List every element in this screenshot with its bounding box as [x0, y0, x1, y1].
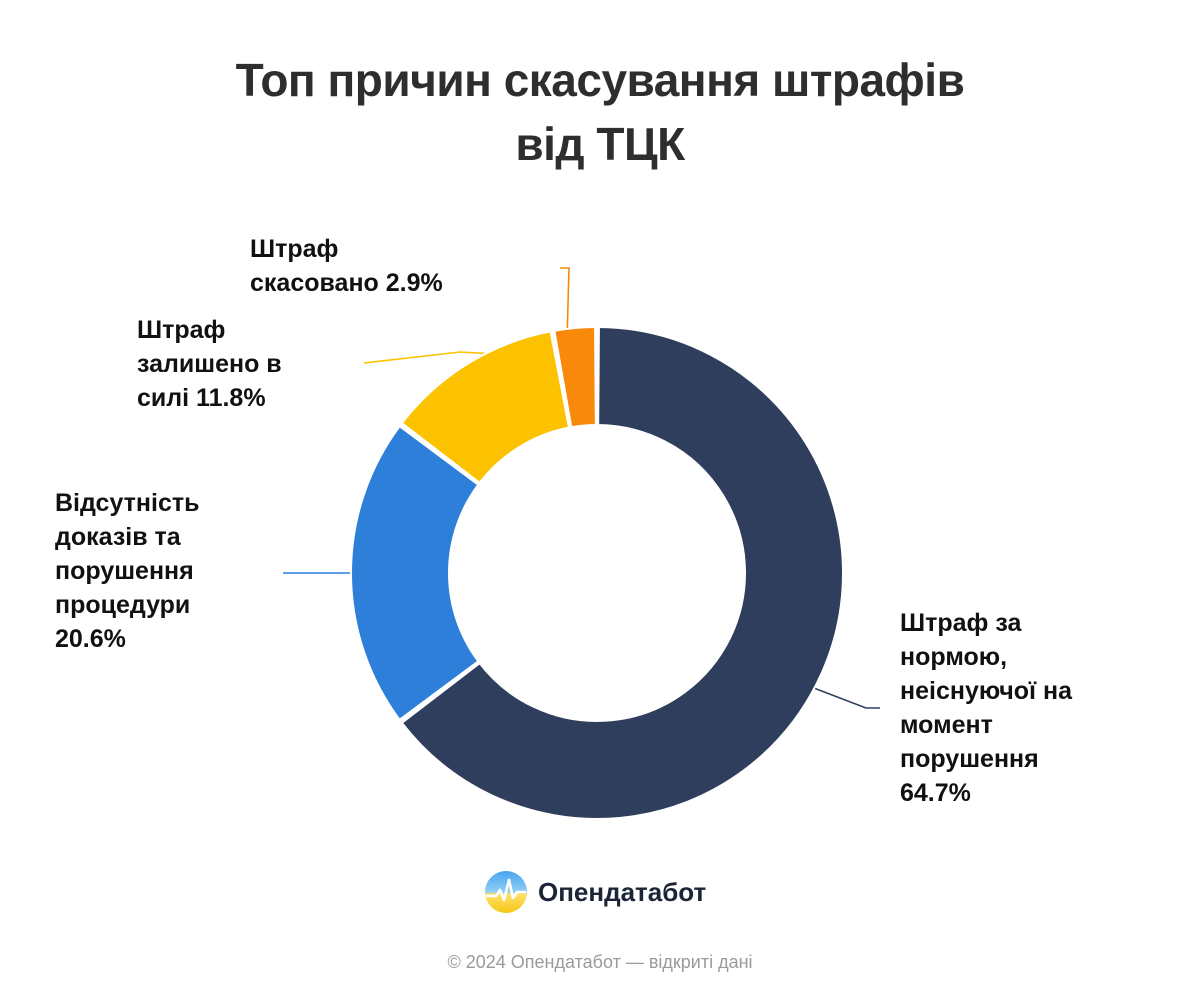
brand: Опендатабот	[484, 870, 706, 914]
slice-label-evidence: Відсутність доказів та порушення процеду…	[55, 489, 200, 653]
donut-slices	[350, 326, 844, 820]
opendatabot-logo-icon	[485, 871, 527, 913]
slice-label-norm: Штраф за нормою, неіснуючої на момент по…	[900, 609, 1073, 807]
leader-line-upheld	[363, 351, 491, 364]
brand-name: Опендатабот	[538, 876, 707, 907]
donut-slice-norm	[400, 326, 844, 820]
donut-slice-upheld	[400, 330, 571, 484]
slice-label-upheld: Штраф залишено в силі 11.8%	[137, 316, 282, 412]
copyright-notice: © 2024 Опендатабот — відкриті дані	[447, 952, 753, 972]
slice-label-cancelled: Штраф скасовано 2.9%	[250, 235, 443, 297]
donut-slice-cancelled	[553, 326, 597, 429]
chart-title-line-2: від ТЦК	[515, 118, 685, 170]
leader-line-cancelled	[560, 267, 570, 331]
donut-slice-evidence	[350, 425, 480, 721]
leader-lines	[283, 267, 880, 709]
leader-line-norm	[812, 686, 880, 709]
chart-title-line-1: Топ причин скасування штрафів	[235, 54, 965, 106]
chart-title: Топ причин скасування штрафів від ТЦК	[0, 48, 1200, 176]
